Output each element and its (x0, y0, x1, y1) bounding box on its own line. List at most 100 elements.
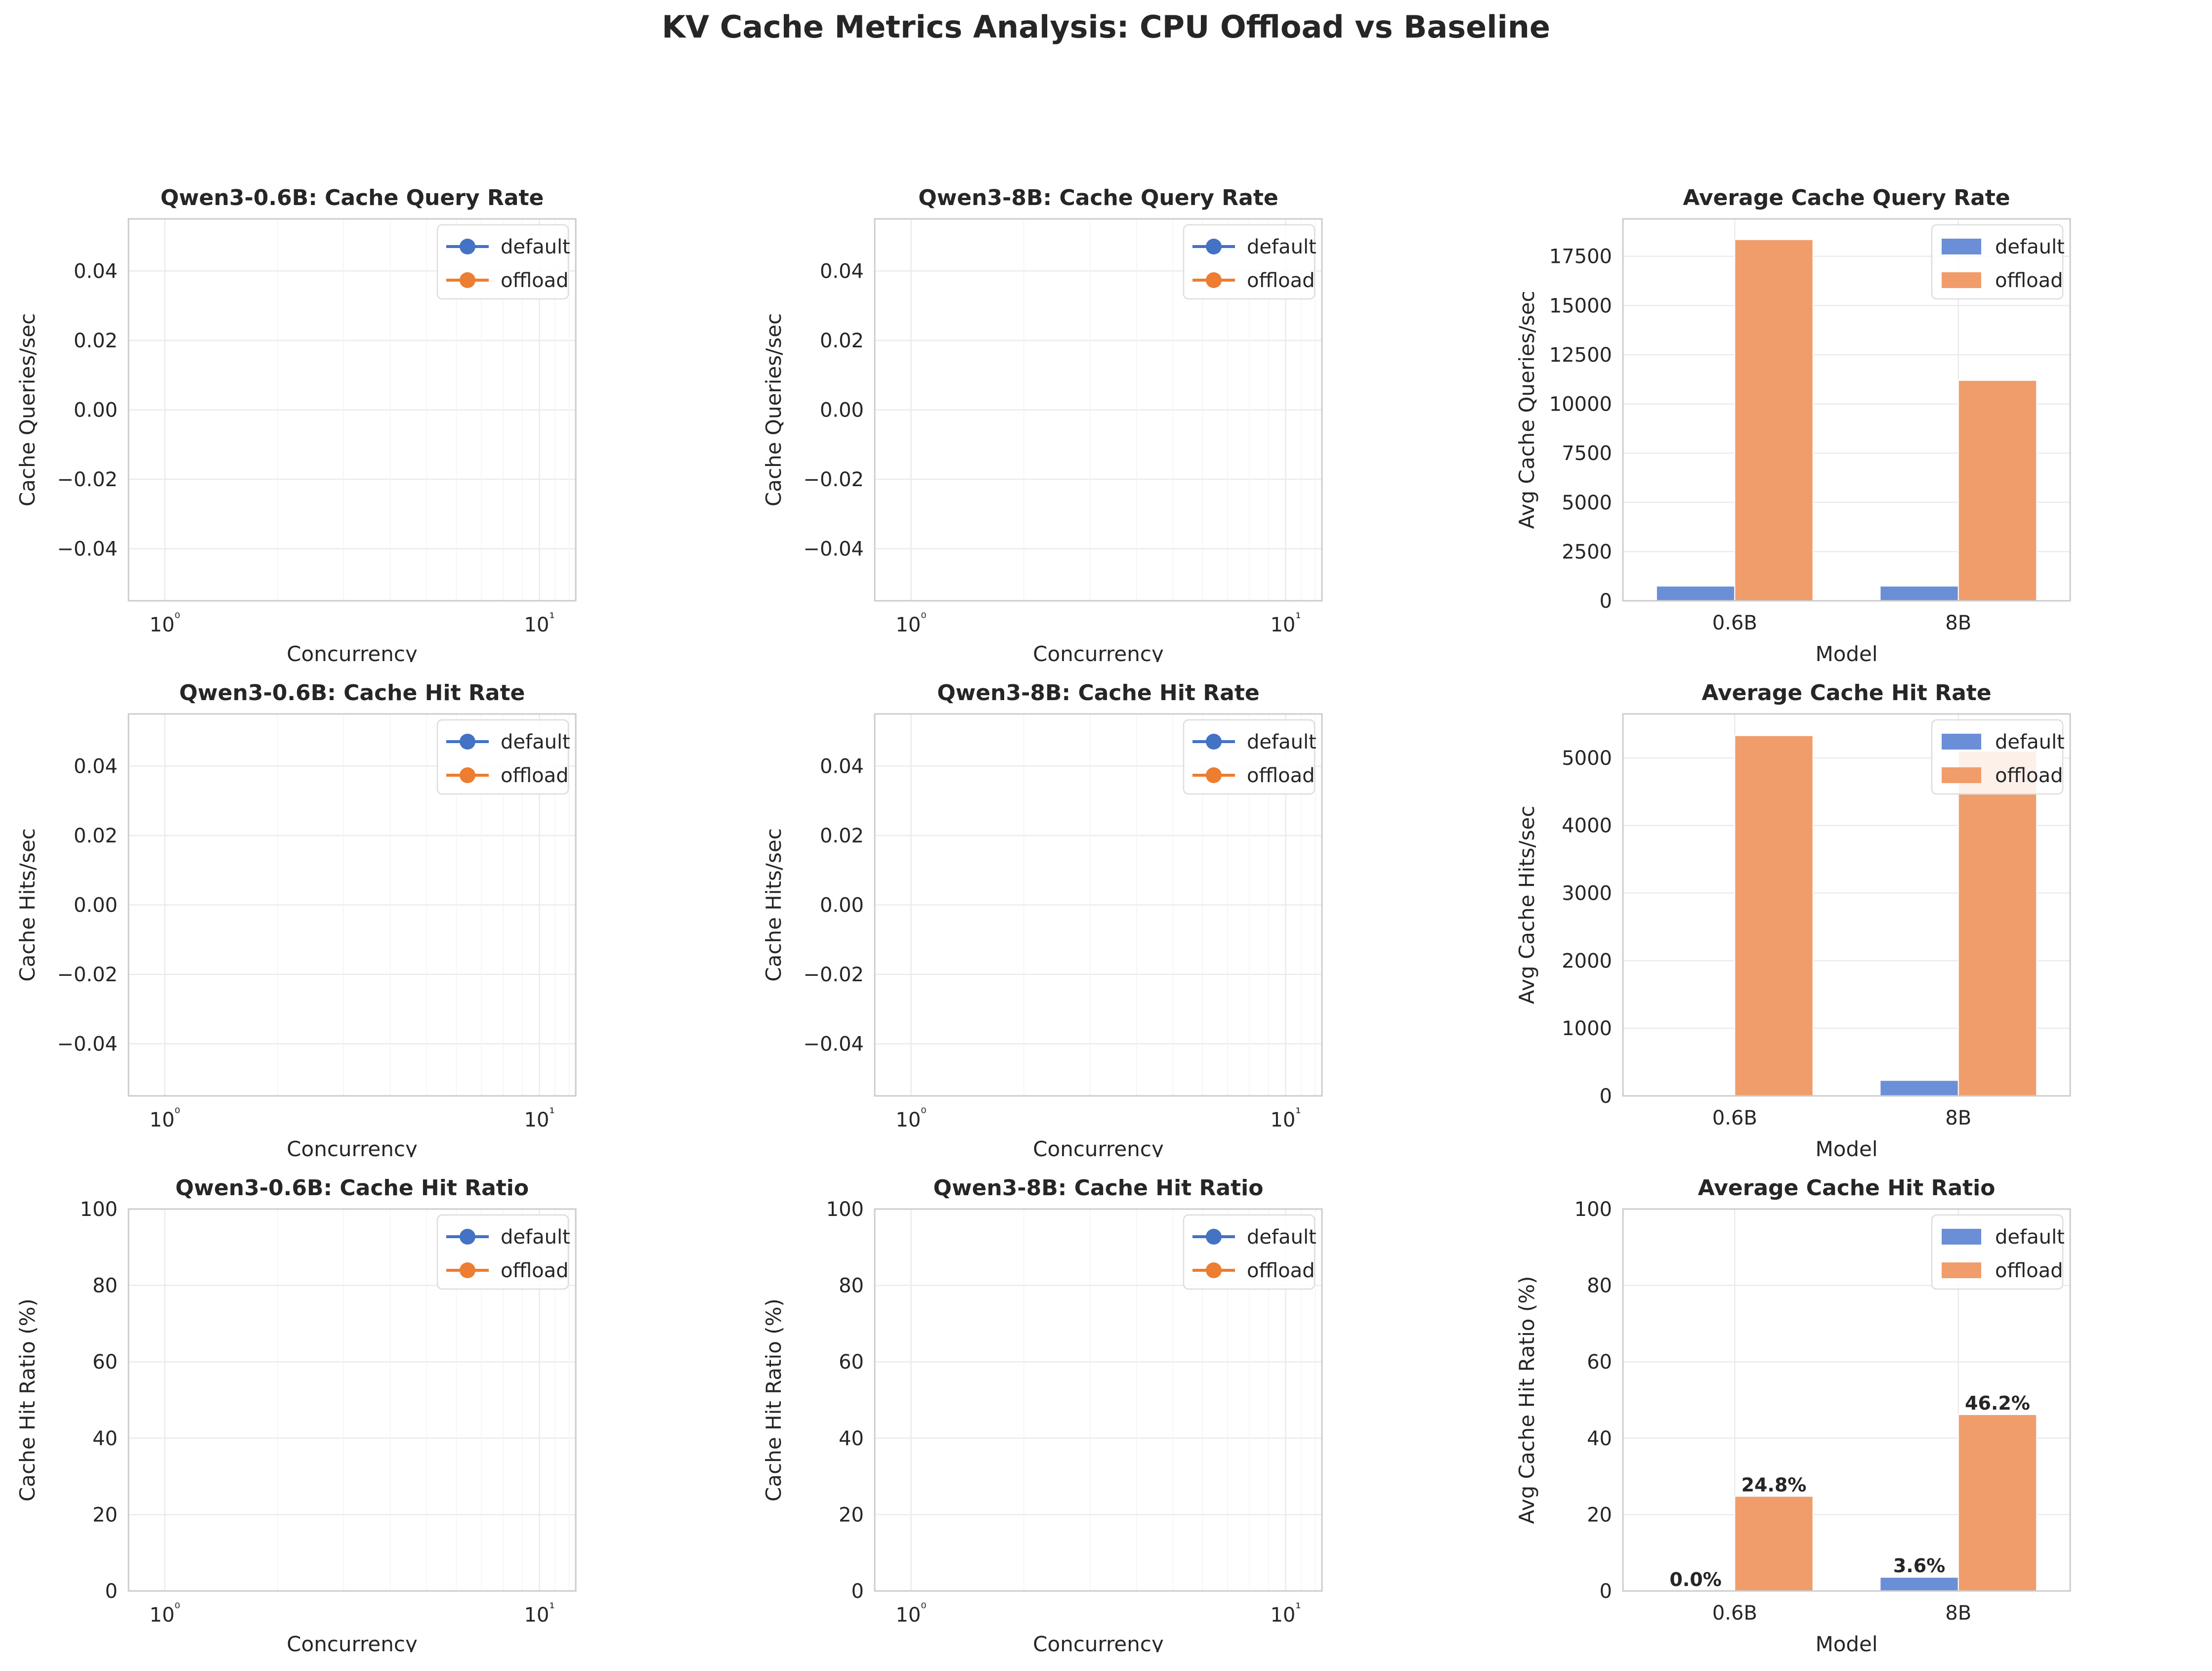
bar-offload-8b (1957, 751, 2038, 1096)
panel-title: Qwen3-0.6B: Cache Query Rate (161, 185, 544, 210)
legend-marker-offload (460, 272, 475, 288)
y-tick-label: 60 (92, 1351, 118, 1374)
y-tick-label: 15000 (1549, 294, 1612, 317)
y-tick-label: 2000 (1562, 950, 1612, 972)
y-tick-label: 0.02 (820, 825, 864, 847)
plot-frame (1622, 218, 2071, 602)
y-tick-label: 5000 (1562, 492, 1612, 514)
legend-label-default: default (1247, 731, 1317, 753)
bar-default-8b (1879, 1080, 1959, 1096)
y-tick-label: −0.02 (803, 963, 864, 986)
panel-qwen3-8b-cache-hit-ratio: 0 20 40 60 80 100 10⁰ 10¹ default offload Qwen3-8B… (762, 1175, 1323, 1652)
y-axis-label: Cache Hit Ratio (%) (762, 1298, 786, 1502)
legend-marker-default (460, 734, 475, 750)
plot-frame (1622, 713, 2071, 1097)
legend-label-default: default (501, 236, 570, 258)
legend-label-default: default (501, 731, 570, 753)
y-tick-label: 0.02 (820, 330, 864, 352)
legend-label-default: default (1247, 1226, 1317, 1249)
legend-marker-offload (1206, 272, 1222, 288)
plot-frame (128, 1208, 577, 1592)
y-tick-label: 0.02 (74, 825, 118, 847)
bar-value-label: 24.8% (1742, 1474, 1807, 1496)
y-tick-label: 17500 (1549, 246, 1612, 268)
bar-default-8b (1879, 1577, 1959, 1591)
bar-offload-0-6b (1734, 1496, 1814, 1592)
y-tick-label: −0.02 (57, 468, 118, 491)
legend-swatch-default (1942, 734, 1981, 750)
panel-qwen3-0.6b-cache-query-rate: −0.04 −0.02 0.00 0.02 0.04 10⁰ 10¹ default offlo… (15, 185, 577, 662)
legend-label-offload: offload (1247, 1259, 1315, 1282)
x-tick-label: 8B (1945, 1602, 1971, 1625)
x-axis-label: Concurrency (1033, 1137, 1164, 1157)
legend-marker-offload (460, 767, 475, 783)
y-tick-label: −0.04 (57, 538, 118, 561)
legend-swatch-offload (1942, 767, 1981, 783)
y-tick-label: 5000 (1562, 747, 1612, 770)
y-tick-label: −0.02 (57, 963, 118, 986)
y-tick-label: 0.04 (74, 755, 118, 778)
x-tick-label: 0.6B (1712, 1107, 1757, 1129)
y-tick-label: 100 (826, 1198, 864, 1221)
y-tick-label: 0 (105, 1580, 118, 1603)
bar-offload-8b (1957, 379, 2038, 601)
legend-marker-default (1206, 239, 1222, 254)
y-tick-label: −0.04 (803, 1033, 864, 1056)
y-tick-label: 0.00 (74, 399, 118, 422)
panel-title: Average Cache Query Rate (1683, 185, 2010, 210)
legend-label-offload: offload (1247, 764, 1315, 787)
plot-frame (128, 218, 577, 602)
y-tick-label: 0.00 (820, 894, 864, 917)
legend-marker-offload (1206, 1262, 1222, 1278)
y-tick-label: 3000 (1562, 882, 1612, 905)
y-tick-label: 0.00 (820, 399, 864, 422)
panel-title: Average Cache Hit Ratio (1698, 1175, 1996, 1201)
y-tick-label: 0.02 (74, 330, 118, 352)
bar-default-8b (1879, 585, 1959, 601)
x-axis-label: Concurrency (1033, 1632, 1164, 1652)
y-tick-label: 0.04 (820, 755, 864, 778)
bar-offload-8b (1957, 1414, 2038, 1592)
panel-title: Qwen3-8B: Cache Hit Ratio (934, 1175, 1264, 1201)
y-axis-label: Cache Hits/sec (15, 828, 40, 982)
panel-qwen3-8b-cache-hit-rate: −0.04 −0.02 0.00 0.02 0.04 10⁰ 10¹ default offlo… (762, 680, 1323, 1157)
x-tick-label: 10⁰ (149, 1105, 180, 1131)
x-tick-label: 10¹ (1270, 610, 1301, 636)
legend-marker-default (460, 1229, 475, 1245)
y-tick-label: 20 (92, 1504, 118, 1526)
legend-label-default: default (1247, 236, 1317, 258)
legend-marker-default (460, 239, 475, 254)
legend-label-default: default (1995, 731, 2065, 753)
panel-qwen3-0.6b-cache-hit-rate: −0.04 −0.02 0.00 0.02 0.04 10⁰ 10¹ default offlo… (15, 680, 577, 1157)
panel-average-cache-query-rate: 0 2500 5000 7500 10000 12500 15000 17500 0.6B 8B d… (1515, 185, 2071, 662)
y-tick-label: 40 (839, 1427, 864, 1450)
x-tick-label: 10⁰ (895, 610, 926, 636)
y-tick-label: 7500 (1562, 442, 1612, 465)
x-tick-label: 0.6B (1712, 1602, 1757, 1625)
y-tick-label: 20 (1587, 1504, 1612, 1526)
y-tick-label: 60 (1587, 1351, 1612, 1374)
y-tick-label: 40 (1587, 1427, 1612, 1450)
plot-frame (874, 1208, 1323, 1592)
y-tick-label: −0.04 (803, 538, 864, 561)
y-axis-label: Cache Hits/sec (762, 828, 786, 982)
panel-title: Average Cache Hit Rate (1702, 680, 1991, 706)
legend-label-offload: offload (1247, 269, 1315, 292)
y-tick-label: 12500 (1549, 344, 1612, 367)
legend-swatch-default (1942, 239, 1981, 254)
legend-swatch-offload (1942, 1262, 1981, 1278)
y-axis-label: Avg Cache Hits/sec (1515, 806, 1539, 1004)
y-tick-label: −0.02 (803, 468, 864, 491)
x-tick-label: 10⁰ (149, 610, 180, 636)
y-tick-label: 4000 (1562, 815, 1612, 837)
y-tick-label: 40 (92, 1427, 118, 1450)
panel-average-cache-hit-ratio: 0 20 40 60 80 100 0.6B 8B 0.0% 3.6% 24.8% 46.2% defa… (1515, 1175, 2071, 1652)
y-tick-label: 0.04 (74, 260, 118, 283)
x-axis-label: Model (1815, 642, 1877, 662)
legend-label-offload: offload (501, 1259, 569, 1282)
legend-label-offload: offload (1995, 1259, 2063, 1282)
y-tick-label: 0.04 (820, 260, 864, 283)
x-axis-label: Concurrency (287, 1137, 418, 1157)
x-tick-label: 10⁰ (895, 1600, 926, 1627)
panel-qwen3-0.6b-cache-hit-ratio: 0 20 40 60 80 100 10⁰ 10¹ default offload Qwen3-0.… (15, 1175, 577, 1652)
